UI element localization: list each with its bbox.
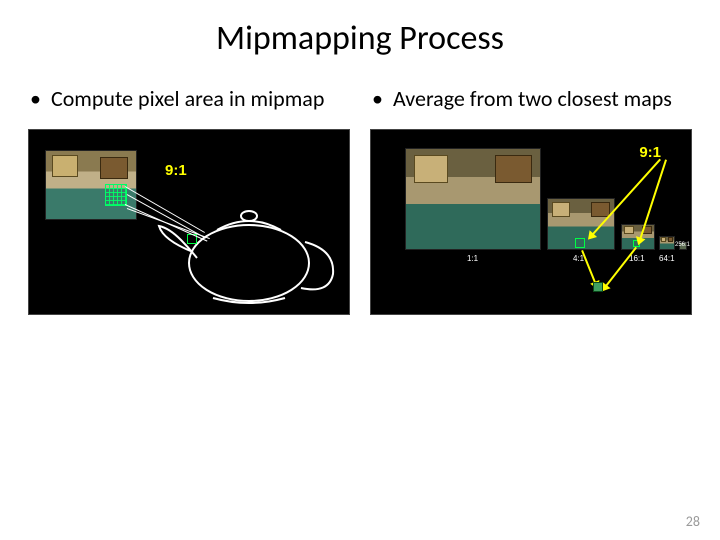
mip-label: 256:1: [675, 242, 690, 248]
sample-box-mip1: [575, 238, 585, 248]
mip-level-0: [405, 148, 541, 250]
mip-label: 64:1: [659, 254, 675, 263]
blended-pixel: [593, 282, 603, 292]
mip-label: 1:1: [467, 254, 478, 263]
teapot-outline: [139, 178, 339, 315]
columns: • Compute pixel area in mipmap 9:1: [0, 85, 720, 315]
slide-title: Mipmapping Process: [0, 0, 720, 85]
ratio-label-left: 9:1: [165, 162, 187, 179]
bullet-dot: •: [30, 85, 41, 113]
right-figure: 9:1 1:1 4:1 16:1 64:1 256:1: [370, 129, 692, 315]
right-bullet: • Average from two closest maps: [370, 85, 692, 113]
bullet-dot: •: [372, 85, 383, 113]
left-column: • Compute pixel area in mipmap 9:1: [28, 85, 350, 315]
right-bullet-text: Average from two closest maps: [393, 85, 672, 113]
left-bullet: • Compute pixel area in mipmap: [28, 85, 350, 113]
mip-level-3: [659, 236, 675, 250]
left-figure: 9:1: [28, 129, 350, 315]
right-column: • Average from two closest maps 9:1 1:1 …: [370, 85, 692, 315]
page-number: 28: [686, 513, 700, 530]
left-bullet-text: Compute pixel area in mipmap: [51, 85, 324, 113]
ratio-label-right: 9:1: [639, 144, 661, 161]
